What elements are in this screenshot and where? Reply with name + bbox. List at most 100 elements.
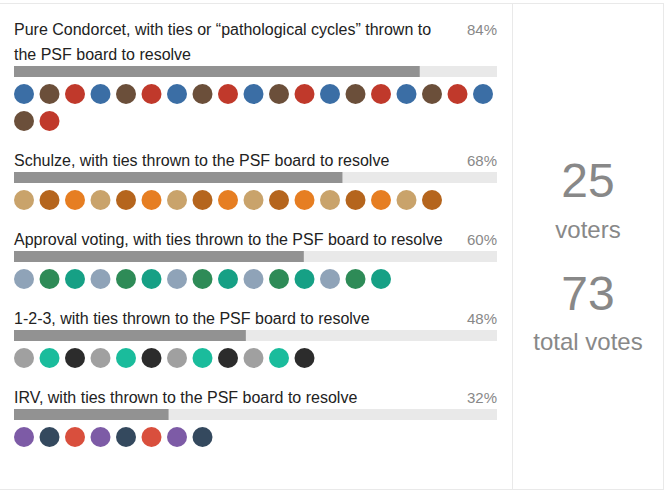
avatar[interactable] xyxy=(116,348,136,368)
percent-label: 60% xyxy=(467,231,497,248)
avatar[interactable] xyxy=(167,269,187,289)
avatar[interactable] xyxy=(295,190,315,210)
option-label: Schulze, with ties thrown to the PSF boa… xyxy=(14,152,389,169)
avatar[interactable] xyxy=(346,190,366,210)
avatar[interactable] xyxy=(193,427,213,447)
avatars xyxy=(14,348,315,368)
poll: Pure Condorcet, with ties or “pathologic… xyxy=(0,0,668,493)
avatar[interactable] xyxy=(14,269,34,289)
avatar[interactable] xyxy=(295,348,315,368)
avatar[interactable] xyxy=(91,348,111,368)
frame xyxy=(0,4,664,490)
avatar[interactable] xyxy=(14,427,34,447)
avatar[interactable] xyxy=(320,190,340,210)
bar xyxy=(14,251,304,262)
avatar[interactable] xyxy=(218,84,238,104)
bar-track xyxy=(14,251,497,262)
percent-label: 68% xyxy=(467,152,497,169)
bar xyxy=(14,66,420,77)
avatar[interactable] xyxy=(116,269,136,289)
avatar[interactable] xyxy=(346,269,366,289)
avatar[interactable] xyxy=(295,269,315,289)
avatar[interactable] xyxy=(473,84,493,104)
avatar[interactable] xyxy=(397,84,417,104)
stat-label: voters xyxy=(555,216,620,243)
avatar[interactable] xyxy=(65,190,85,210)
avatar[interactable] xyxy=(40,111,60,131)
avatar[interactable] xyxy=(269,84,289,104)
avatar[interactable] xyxy=(40,427,60,447)
bar xyxy=(14,330,246,341)
avatar[interactable] xyxy=(65,269,85,289)
avatar[interactable] xyxy=(142,190,162,210)
avatar[interactable] xyxy=(346,84,366,104)
avatar[interactable] xyxy=(142,84,162,104)
avatar[interactable] xyxy=(218,269,238,289)
avatar[interactable] xyxy=(193,84,213,104)
avatar[interactable] xyxy=(91,269,111,289)
avatar[interactable] xyxy=(397,190,417,210)
avatars xyxy=(14,84,493,131)
avatar[interactable] xyxy=(167,190,187,210)
avatar[interactable] xyxy=(244,84,264,104)
avatar[interactable] xyxy=(40,269,60,289)
bar-track xyxy=(14,409,497,420)
avatar[interactable] xyxy=(320,269,340,289)
avatar[interactable] xyxy=(14,190,34,210)
avatar[interactable] xyxy=(142,269,162,289)
bar-track xyxy=(14,172,497,183)
avatar[interactable] xyxy=(422,84,442,104)
avatar[interactable] xyxy=(91,190,111,210)
option-label: Approval voting, with ties thrown to the… xyxy=(14,231,443,248)
bar xyxy=(14,172,342,183)
percent-label: 84% xyxy=(467,21,497,38)
avatar[interactable] xyxy=(320,84,340,104)
avatar[interactable] xyxy=(91,427,111,447)
stat-label: total votes xyxy=(533,328,642,355)
avatar[interactable] xyxy=(244,190,264,210)
avatar[interactable] xyxy=(371,190,391,210)
avatar[interactable] xyxy=(142,348,162,368)
avatar[interactable] xyxy=(91,84,111,104)
avatar[interactable] xyxy=(269,348,289,368)
avatar[interactable] xyxy=(448,84,468,104)
avatar[interactable] xyxy=(218,348,238,368)
avatar[interactable] xyxy=(295,84,315,104)
avatar[interactable] xyxy=(14,348,34,368)
avatars xyxy=(14,427,213,447)
avatar[interactable] xyxy=(65,427,85,447)
avatar[interactable] xyxy=(65,84,85,104)
avatar[interactable] xyxy=(14,111,34,131)
stat-value: 73 xyxy=(561,267,614,320)
avatar[interactable] xyxy=(167,427,187,447)
avatar[interactable] xyxy=(14,84,34,104)
avatar[interactable] xyxy=(193,190,213,210)
avatar[interactable] xyxy=(116,190,136,210)
avatar[interactable] xyxy=(40,190,60,210)
stat-value: 25 xyxy=(561,154,614,207)
avatar[interactable] xyxy=(142,427,162,447)
avatar[interactable] xyxy=(167,348,187,368)
option-label: 1-2-3, with ties thrown to the PSF board… xyxy=(14,310,370,327)
avatar[interactable] xyxy=(269,190,289,210)
bars xyxy=(14,66,497,420)
option-label: IRV, with ties thrown to the PSF board t… xyxy=(14,389,357,406)
divider xyxy=(512,4,513,490)
avatar[interactable] xyxy=(244,269,264,289)
avatar[interactable] xyxy=(193,269,213,289)
avatar[interactable] xyxy=(371,84,391,104)
avatar[interactable] xyxy=(244,348,264,368)
avatar[interactable] xyxy=(218,190,238,210)
labels: Pure Condorcet, with ties or “pathologic… xyxy=(14,21,497,406)
avatar[interactable] xyxy=(371,269,391,289)
avatar[interactable] xyxy=(193,348,213,368)
avatar[interactable] xyxy=(65,348,85,368)
avatar[interactable] xyxy=(40,348,60,368)
avatar[interactable] xyxy=(167,84,187,104)
avatar[interactable] xyxy=(40,84,60,104)
option-label: Pure Condorcet, with ties or “pathologic… xyxy=(14,21,431,63)
avatar[interactable] xyxy=(116,427,136,447)
avatar[interactable] xyxy=(269,269,289,289)
avatar[interactable] xyxy=(422,190,442,210)
avatar[interactable] xyxy=(116,84,136,104)
